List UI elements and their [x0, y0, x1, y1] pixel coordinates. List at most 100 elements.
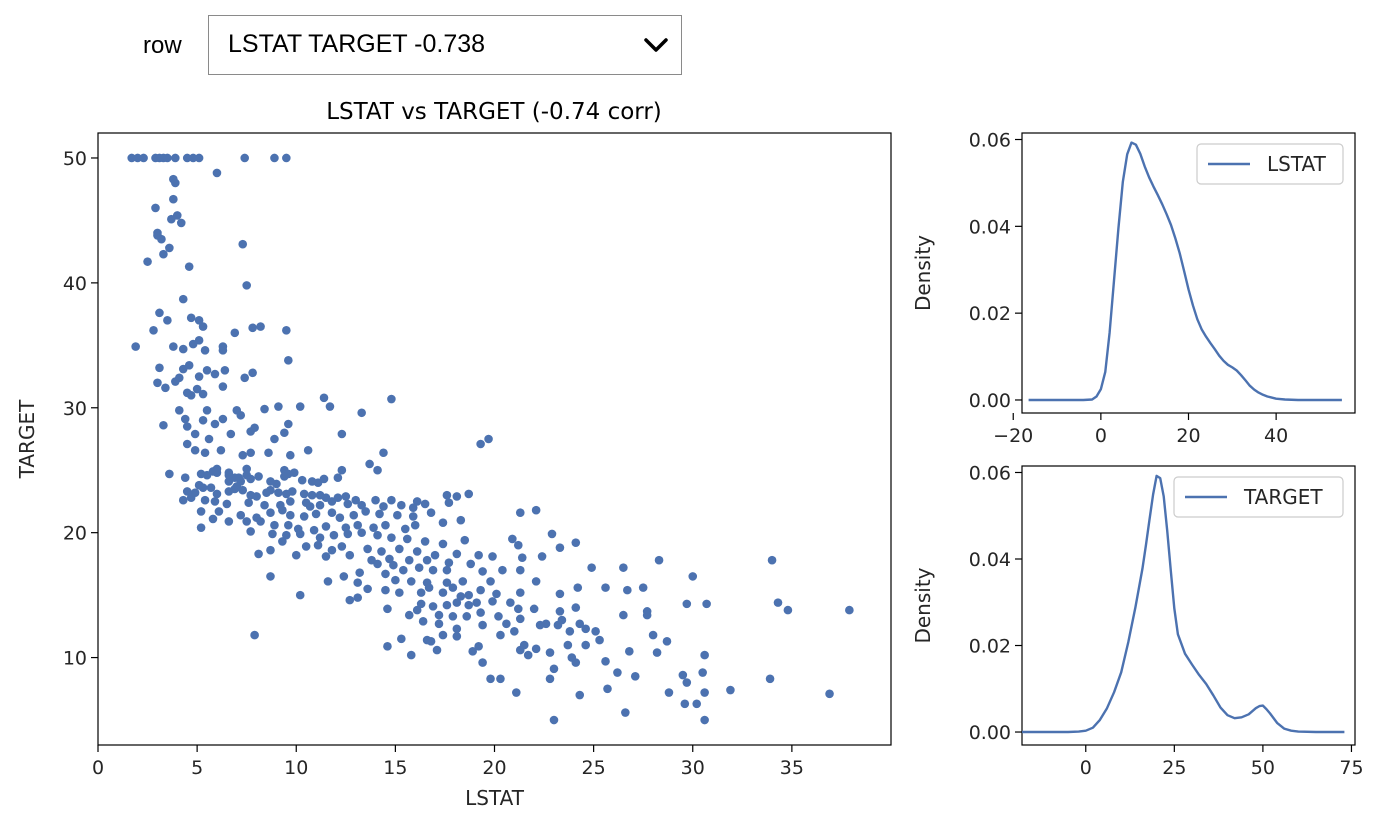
- scatter-point: [412, 547, 422, 556]
- scatter-point: [438, 539, 448, 549]
- scatter-point: [182, 439, 192, 449]
- scatter-point: [460, 535, 470, 545]
- scatter-point: [210, 419, 220, 429]
- x-tick-label: 10: [284, 757, 308, 779]
- scatter-point: [335, 513, 345, 522]
- scatter-point: [476, 585, 485, 595]
- scatter-point: [688, 572, 698, 581]
- scatter-point: [478, 620, 487, 630]
- scatter-point: [303, 445, 313, 455]
- scatter-point: [299, 512, 309, 521]
- scatter-point: [420, 537, 430, 546]
- scatter-point: [242, 281, 251, 290]
- row-select-dropdown[interactable]: LSTAT TARGET -0.738: [208, 15, 682, 75]
- scatter-point: [682, 678, 692, 687]
- scatter-point: [452, 632, 462, 641]
- scatter-point: [186, 390, 196, 400]
- scatter-point: [220, 366, 230, 375]
- scatter-point: [301, 542, 311, 551]
- scatter-point: [133, 153, 142, 163]
- scatter-point: [268, 529, 277, 539]
- scatter-point: [512, 688, 521, 697]
- scatter-point: [408, 512, 418, 521]
- scatter-point: [555, 589, 565, 599]
- scatter-point: [523, 650, 533, 660]
- scatter-point: [591, 627, 600, 636]
- scatter-point: [282, 153, 291, 163]
- scatter-point: [573, 583, 583, 592]
- scatter-point: [202, 470, 212, 480]
- scatter-point: [365, 459, 374, 469]
- x-axis-label: LSTAT: [465, 786, 525, 810]
- scatter-point: [282, 530, 291, 540]
- scatter-point: [496, 674, 505, 684]
- scatter-point: [242, 517, 251, 526]
- scatter-point: [341, 492, 351, 501]
- scatter-point: [218, 382, 228, 391]
- scatter-point: [373, 465, 382, 475]
- scatter-point: [410, 520, 420, 530]
- scatter-point: [531, 505, 541, 515]
- scatter-point: [664, 688, 674, 697]
- scatter-point: [472, 598, 481, 607]
- scatter-point: [131, 342, 140, 351]
- scatter-point: [412, 497, 422, 506]
- scatter-point: [194, 153, 204, 163]
- scatter-point: [284, 419, 293, 429]
- scatter-point: [323, 577, 333, 586]
- y-tick-label: 0.04: [969, 549, 1011, 571]
- scatter-point: [428, 602, 438, 611]
- scatter-point: [163, 316, 172, 325]
- scatter-point: [486, 674, 495, 684]
- scatter-point: [309, 525, 319, 535]
- scatter-point: [291, 550, 301, 560]
- scatter-point: [337, 465, 347, 475]
- scatter-point: [244, 498, 253, 507]
- y-tick-label: 0.06: [969, 462, 1011, 484]
- scatter-point: [153, 231, 162, 240]
- scatter-point: [422, 555, 432, 565]
- scatter-point: [406, 577, 416, 586]
- scatter-point: [210, 369, 220, 379]
- x-tick-label: −20: [993, 425, 1033, 447]
- scatter-point: [248, 368, 257, 378]
- scatter-point: [361, 507, 370, 516]
- scatter-point: [194, 372, 204, 381]
- scatter-point: [404, 555, 414, 565]
- scatter-point: [200, 448, 210, 458]
- scatter-point: [700, 688, 709, 697]
- scatter-point: [161, 383, 170, 393]
- scatter-point: [406, 650, 416, 660]
- scatter-point: [297, 475, 307, 485]
- scatter-point: [226, 429, 236, 439]
- scatter-point: [299, 489, 309, 499]
- scatter-point: [236, 410, 246, 420]
- scatter-point: [601, 657, 610, 666]
- scatter-point: [700, 715, 709, 725]
- scatter-point: [218, 414, 228, 424]
- scatter-point: [171, 178, 180, 188]
- scatter-point: [486, 577, 495, 586]
- scatter-point: [188, 339, 198, 349]
- scatter-point: [545, 648, 555, 657]
- scatter-point: [478, 567, 487, 576]
- scatter-point: [155, 308, 164, 318]
- scatter-point: [400, 524, 410, 534]
- scatter-point: [581, 624, 590, 634]
- scatter-point: [343, 499, 353, 509]
- scatter-point: [327, 497, 337, 506]
- y-tick-label: 10: [63, 648, 87, 670]
- scatter-point: [325, 402, 335, 411]
- density-line: [1022, 474, 1345, 734]
- y-axis-label: Density: [911, 235, 935, 311]
- scatter-point: [327, 508, 337, 517]
- scatter-point: [333, 473, 343, 483]
- scatter-point: [648, 630, 658, 640]
- scatter-point: [357, 500, 366, 510]
- scatter-point: [139, 153, 148, 163]
- x-tick-label: 30: [681, 757, 705, 779]
- scatter-point: [452, 624, 462, 634]
- scatter-point: [448, 583, 458, 592]
- scatter-point: [176, 218, 186, 228]
